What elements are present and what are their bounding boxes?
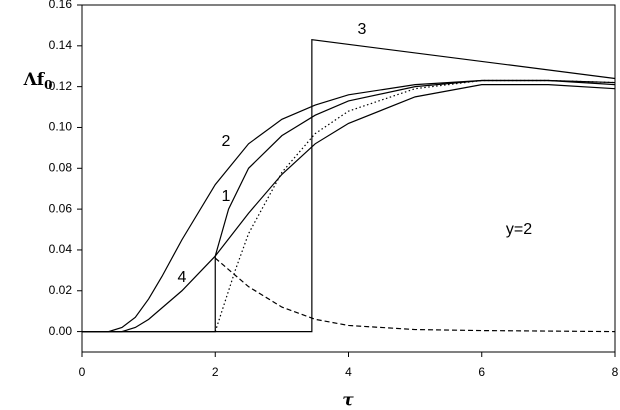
series-line (82, 79, 616, 333)
series-line (82, 39, 616, 333)
series-line (82, 79, 616, 333)
y-tick-label: 0.12 (49, 79, 73, 93)
x-tick-label: 6 (478, 365, 485, 379)
x-tick-label: 2 (212, 365, 219, 379)
y-axis-label: Λf0 (23, 70, 53, 92)
plot-frame (81, 4, 616, 353)
x-axis-label: τ (342, 391, 354, 410)
y-tick-label: 0.02 (49, 283, 73, 297)
series-line (214, 257, 616, 333)
series-line (82, 84, 616, 333)
series-label: 4 (178, 269, 187, 286)
series-line (214, 79, 616, 332)
y-tick-label: 0.16 (49, 0, 73, 11)
series-label: 3 (358, 21, 367, 38)
x-tick-label: 4 (345, 365, 352, 379)
series-label: 1 (222, 188, 231, 205)
y-tick-label: 0.14 (49, 38, 73, 52)
y-axis-label-main: Λf (23, 70, 46, 90)
y-tick-label: 0.10 (49, 120, 73, 134)
y-tick-label: 0.04 (49, 242, 73, 256)
y-tick-label: 0.00 (49, 324, 73, 338)
annotation: y=2 (506, 221, 532, 238)
y-tick-label: 0.06 (49, 201, 73, 215)
x-tick-label: 0 (79, 365, 86, 379)
x-tick-label: 8 (612, 365, 619, 379)
series-label: 2 (222, 133, 231, 150)
y-axis-label-sub: 0 (44, 78, 52, 92)
y-tick-label: 0.08 (49, 160, 73, 174)
